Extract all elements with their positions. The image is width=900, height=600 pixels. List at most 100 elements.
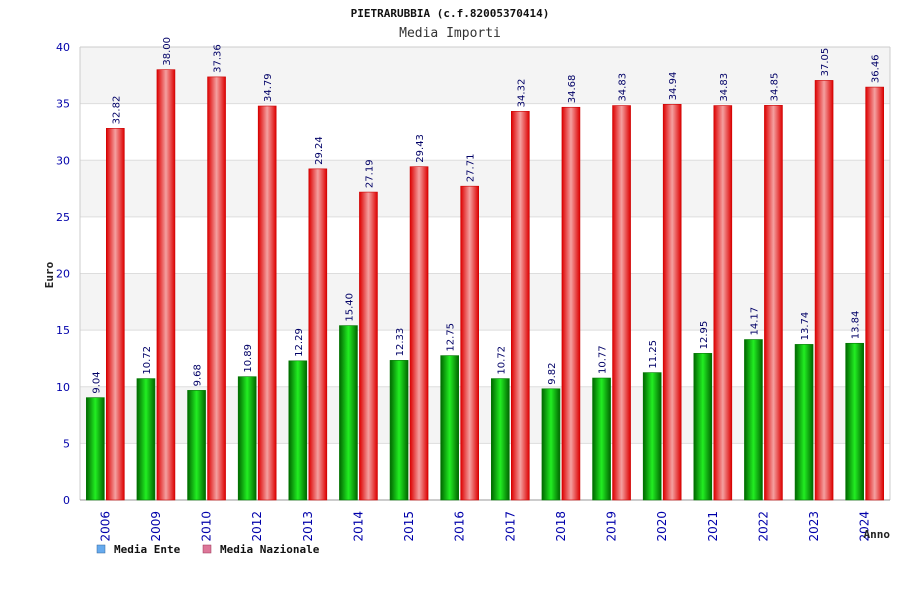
bar-media-nazionale-2013 — [308, 168, 328, 501]
value-label-media-ente-2013: 12.29 — [294, 328, 305, 357]
bar-media-ente-2022 — [744, 339, 763, 501]
value-label-media-ente-2022: 14.17 — [749, 307, 760, 336]
legend-swatch-media-ente — [96, 544, 106, 554]
bar-media-ente-2024 — [845, 342, 864, 501]
x-tick-label-2024: 2024 — [858, 511, 872, 542]
value-label-media-nazionale-2010: 37.36 — [213, 44, 224, 73]
bar-media-nazionale-2021 — [713, 105, 733, 501]
value-label-media-ente-2015: 12.33 — [395, 328, 406, 357]
x-tick-label-2023: 2023 — [807, 511, 821, 542]
x-tick-label-2009: 2009 — [149, 511, 163, 542]
bar-media-ente-2016 — [440, 355, 459, 501]
x-tick-label-2019: 2019 — [605, 511, 619, 542]
value-label-media-nazionale-2013: 29.24 — [314, 136, 325, 165]
x-tick-label-2016: 2016 — [453, 511, 467, 542]
x-tick-label-2012: 2012 — [250, 511, 264, 542]
bar-media-nazionale-2024 — [865, 86, 884, 501]
value-label-media-nazionale-2012: 34.79 — [263, 73, 274, 102]
value-label-media-nazionale-2021: 34.83 — [719, 73, 730, 102]
bar-media-ente-2017 — [491, 378, 510, 501]
bar-media-ente-2023 — [794, 344, 814, 501]
bar-media-ente-2019 — [592, 377, 611, 501]
bar-media-ente-2015 — [389, 360, 409, 501]
y-axis-ticks: 0 5 10 15 20 25 30 35 40 — [56, 41, 70, 507]
value-label-media-ente-2010: 9.68 — [193, 364, 204, 386]
bar-media-nazionale-2006 — [106, 128, 125, 501]
bar-media-ente-2021 — [693, 353, 713, 501]
x-tick-label-2020: 2020 — [655, 511, 669, 542]
x-tick-label-2014: 2014 — [351, 511, 365, 542]
bar-media-ente-2010 — [187, 390, 206, 501]
y-tick-label: 35 — [56, 98, 70, 111]
value-label-media-ente-2018: 9.82 — [547, 363, 558, 385]
value-label-media-nazionale-2017: 34.32 — [516, 79, 527, 108]
value-label-media-nazionale-2014: 27.19 — [364, 159, 375, 188]
legend-swatch-media-nazionale — [202, 544, 212, 554]
bar-media-nazionale-2009 — [156, 69, 176, 501]
y-axis-label: Euro — [43, 261, 56, 288]
bar-media-nazionale-2020 — [662, 104, 682, 501]
bars — [86, 69, 884, 501]
value-label-media-ente-2021: 12.95 — [699, 321, 710, 350]
value-label-media-ente-2014: 15.40 — [344, 293, 355, 322]
x-tick-label-2022: 2022 — [756, 511, 770, 542]
y-tick-label: 30 — [56, 154, 70, 167]
value-label-media-nazionale-2020: 34.94 — [668, 72, 679, 101]
bar-media-nazionale-2014 — [359, 191, 378, 501]
bar-media-ente-2013 — [288, 360, 308, 501]
value-label-media-nazionale-2009: 38.00 — [162, 37, 173, 66]
legend-label-media-nazionale: Media Nazionale — [220, 543, 320, 556]
x-tick-label-2015: 2015 — [402, 511, 416, 542]
bar-media-nazionale-2022 — [764, 105, 783, 501]
bar-media-nazionale-2010 — [207, 76, 226, 501]
value-label-media-nazionale-2016: 27.71 — [466, 154, 477, 183]
legend-label-media-ente: Media Ente — [114, 543, 181, 556]
bar-media-nazionale-2012 — [257, 105, 277, 501]
value-label-media-nazionale-2018: 34.68 — [567, 75, 578, 104]
chart-title: PIETRARUBBIA (c.f.82005370414) — [351, 7, 550, 20]
bar-media-ente-2012 — [237, 376, 257, 501]
x-tick-label-2013: 2013 — [301, 511, 315, 542]
y-tick-label: 0 — [63, 494, 70, 507]
bar-media-ente-2009 — [136, 378, 156, 501]
y-tick-label: 25 — [56, 211, 70, 224]
x-axis-ticks: 2006 2009 2010 2012 2013 2014 2015 2016 2017 2018… — [98, 511, 871, 542]
value-label-media-ente-2024: 13.84 — [851, 311, 862, 340]
bar-media-nazionale-2018 — [561, 106, 581, 501]
bar-media-ente-2014 — [339, 325, 358, 501]
bar-media-nazionale-2017 — [511, 111, 530, 501]
bar-media-nazionale-2015 — [409, 166, 429, 501]
bar-media-nazionale-2023 — [814, 80, 834, 501]
y-tick-label: 10 — [56, 381, 70, 394]
bar-media-nazionale-2019 — [612, 105, 631, 501]
bar-value-labels: 9.04 32.82 10.72 38.00 9.68 37.36 10.89 34.79 12… — [91, 37, 881, 394]
bar-media-ente-2018 — [541, 388, 561, 501]
bar-media-nazionale-2016 — [460, 185, 479, 501]
value-label-media-nazionale-2022: 34.85 — [769, 73, 780, 102]
value-label-media-ente-2012: 10.89 — [243, 344, 254, 373]
x-tick-label-2017: 2017 — [503, 511, 517, 542]
value-label-media-nazionale-2006: 32.82 — [111, 96, 122, 125]
bar-media-ente-2006 — [86, 397, 105, 501]
value-label-media-ente-2019: 10.77 — [598, 345, 609, 374]
y-tick-label: 5 — [63, 437, 70, 450]
value-label-media-ente-2020: 11.25 — [648, 340, 659, 369]
value-label-media-ente-2017: 10.72 — [496, 346, 507, 375]
y-tick-label: 40 — [56, 41, 70, 54]
x-tick-label-2018: 2018 — [554, 511, 568, 542]
x-axis-label: Anno — [864, 528, 891, 541]
chart-subtitle: Media Importi — [399, 26, 501, 41]
value-label-media-ente-2016: 12.75 — [446, 323, 457, 352]
legend: Media Ente Media Nazionale — [96, 543, 320, 556]
value-label-media-ente-2023: 13.74 — [800, 312, 811, 341]
value-label-media-nazionale-2015: 29.43 — [415, 134, 426, 163]
y-tick-label: 15 — [56, 324, 70, 337]
y-tick-label: 20 — [56, 268, 70, 281]
value-label-media-nazionale-2019: 34.83 — [618, 73, 629, 102]
bar-media-ente-2020 — [642, 372, 662, 501]
x-tick-label-2021: 2021 — [706, 511, 720, 542]
x-tick-label-2010: 2010 — [200, 511, 214, 542]
value-label-media-nazionale-2024: 36.46 — [871, 54, 882, 83]
value-label-media-nazionale-2023: 37.05 — [820, 48, 831, 77]
